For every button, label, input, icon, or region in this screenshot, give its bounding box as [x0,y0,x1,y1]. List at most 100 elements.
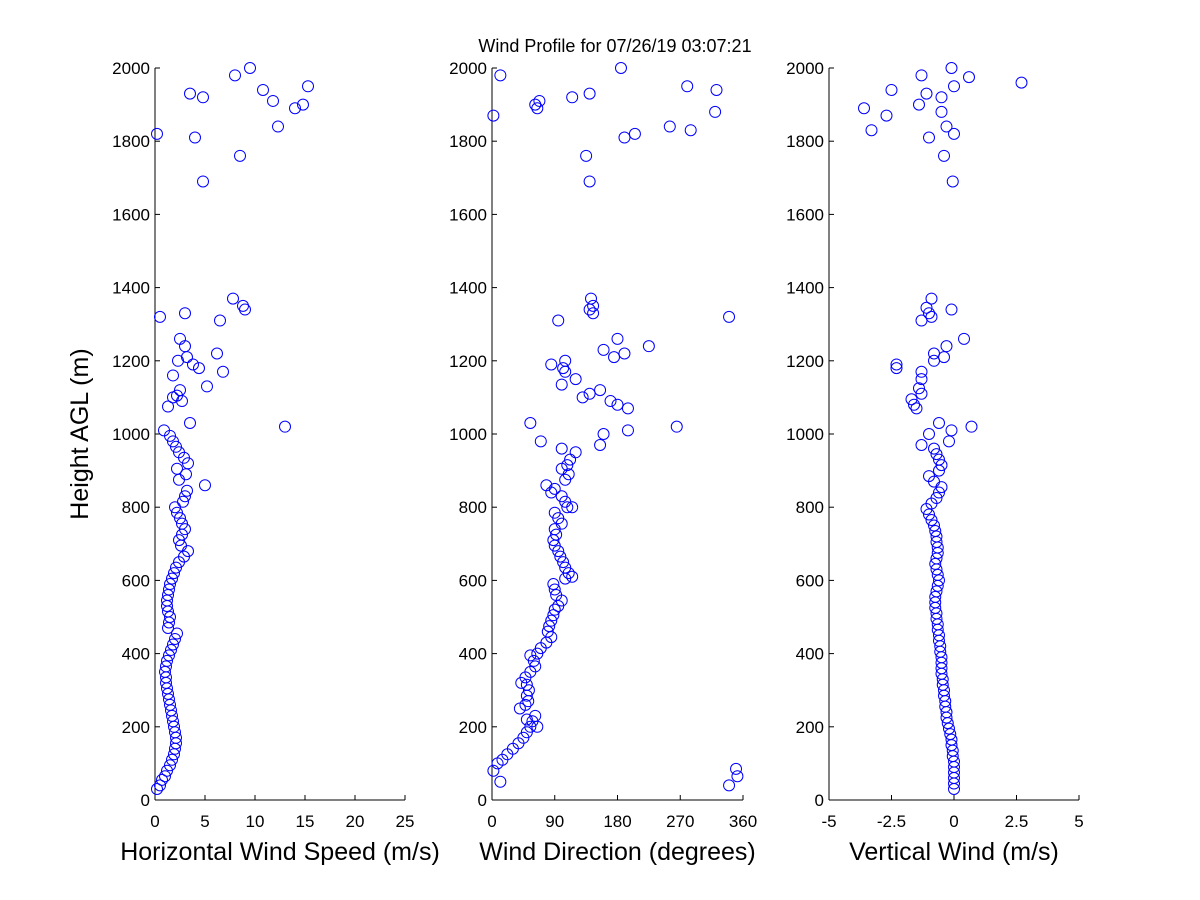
data-point [267,94,279,107]
data-point [594,438,607,451]
x-tick-label: 5 [200,812,209,831]
data-point [618,347,631,360]
data-point [583,87,596,100]
data-point [915,365,928,378]
data-point [171,462,183,475]
y-tick-label: 2000 [449,59,487,78]
data-point [487,109,500,122]
data-point [965,420,978,433]
data-point [905,393,918,406]
panel-1: 0 200 400 600 800 1000 1200 1400 1600 1800 2000 0 5 1… [66,59,440,866]
y-tick-label: 200 [122,718,150,737]
y-tick-label: 2000 [112,59,150,78]
data-point [555,378,568,391]
data-point [566,570,579,583]
data-point [930,530,943,543]
data-point [559,561,572,574]
data-point [227,292,239,305]
data-point [534,435,547,448]
data-point [524,417,537,430]
data-point [858,102,870,115]
data-point [543,620,556,633]
data-point [597,343,610,356]
data-point [928,347,940,360]
panel-2: 0 200 400 600 800 1000 1200 1400 1600 1800 2000 0 90… [449,59,757,866]
data-point [963,71,975,84]
y-tick-label: 1000 [449,425,487,444]
y-tick-label: 400 [122,645,150,664]
data-point [928,519,940,532]
data-point [555,442,568,455]
data-point [166,572,178,585]
data-point [548,506,561,519]
data-point [731,770,744,783]
data-point [548,603,561,616]
x-tick-label: 0 [150,812,159,831]
data-point [529,709,542,722]
data-point [487,764,500,777]
y-axis-title: Height AGL (m) [66,348,94,519]
data-point [908,398,920,411]
x-tick-label: 0 [487,812,496,831]
data-point [164,611,176,623]
y-tick-label: 400 [459,645,487,664]
data-point [925,292,938,305]
y-tick-label: 1800 [449,132,487,151]
data-point [159,770,171,783]
data-point [580,149,593,162]
data-point [597,428,610,440]
data-point [945,303,958,316]
x-tick-label: 2.5 [1005,812,1029,831]
data-point [173,534,185,547]
data-point [958,332,970,345]
y-tick-label: 400 [796,645,824,664]
data-point [890,362,903,375]
data-point [164,759,176,772]
data-point [933,574,945,587]
data-point [940,120,953,133]
data-point [526,715,539,728]
y-tick-label: 1000 [786,425,824,444]
data-point [161,654,173,667]
x-tick-label: 90 [545,812,564,831]
data-point [524,649,537,662]
data-point [940,340,953,353]
data-point [494,775,507,788]
data-point [935,459,948,472]
data-point [561,501,574,514]
data-point [170,440,182,453]
data-point [948,80,960,93]
x-tick-label: 180 [603,812,631,831]
data-point [181,484,193,497]
data-point [576,391,589,404]
x-tick-label: 20 [346,812,365,831]
y-tick-label: 1200 [449,352,487,371]
data-point [547,578,560,591]
data-point [943,435,955,448]
data-point [681,80,694,93]
y-tick-label: 1000 [112,425,150,444]
data-point [297,98,309,111]
data-point [938,149,950,162]
y-tick-label: 600 [796,571,824,590]
data-point [945,424,958,437]
data-point [166,753,178,766]
data-point [554,550,567,563]
y-tick-label: 800 [459,498,487,517]
data-point [162,400,174,413]
data-point [164,578,176,591]
data-point [587,299,600,312]
data-point [621,424,634,437]
data-point [930,492,943,505]
data-point [915,373,928,386]
y-tick-label: 1600 [112,205,150,224]
data-point [161,764,173,777]
data-point [923,470,935,483]
data-point [618,131,631,144]
data-point [257,83,269,96]
y-tick-label: 600 [122,571,150,590]
data-point [540,479,553,492]
data-point [179,490,191,503]
